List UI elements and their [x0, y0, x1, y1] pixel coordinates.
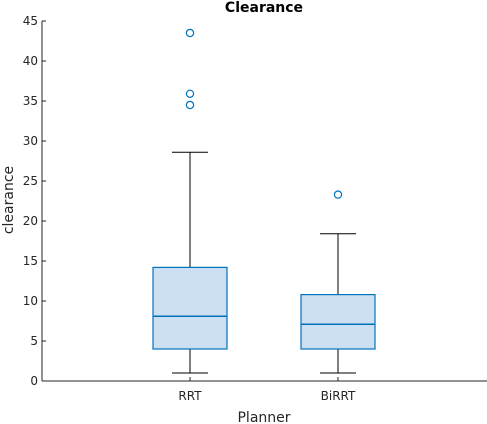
y-tick-label: 0: [30, 374, 38, 388]
y-tick-label: 35: [23, 94, 38, 108]
boxes: [152, 28, 376, 374]
x-axis-label: Planner: [237, 410, 290, 424]
outlier-point: [185, 89, 195, 99]
x-tick-label: RRT: [178, 389, 202, 403]
y-tick-label: 25: [23, 174, 38, 188]
y-axis-label: clearance: [1, 166, 17, 234]
outlier-point: [185, 100, 195, 110]
box-group: [300, 190, 376, 374]
box-iqr: [300, 294, 376, 350]
axes: 0 5 10 15 20 25 30 35 40 45 RRT BiRRT: [23, 14, 487, 403]
y-tick-label: 45: [23, 14, 38, 28]
chart-title: Clearance: [225, 0, 303, 16]
box-iqr: [152, 266, 228, 350]
box-group: [152, 28, 228, 374]
y-tick-label: 20: [23, 214, 38, 228]
y-tick-label: 10: [23, 294, 38, 308]
outlier-point: [185, 28, 195, 38]
y-tick-label: 40: [23, 54, 38, 68]
outlier-point: [333, 190, 343, 199]
x-tick-label: BiRRT: [321, 389, 356, 403]
y-tick-label: 15: [23, 254, 38, 268]
y-tick-label: 5: [30, 334, 38, 348]
y-tick-label: 30: [23, 134, 38, 148]
